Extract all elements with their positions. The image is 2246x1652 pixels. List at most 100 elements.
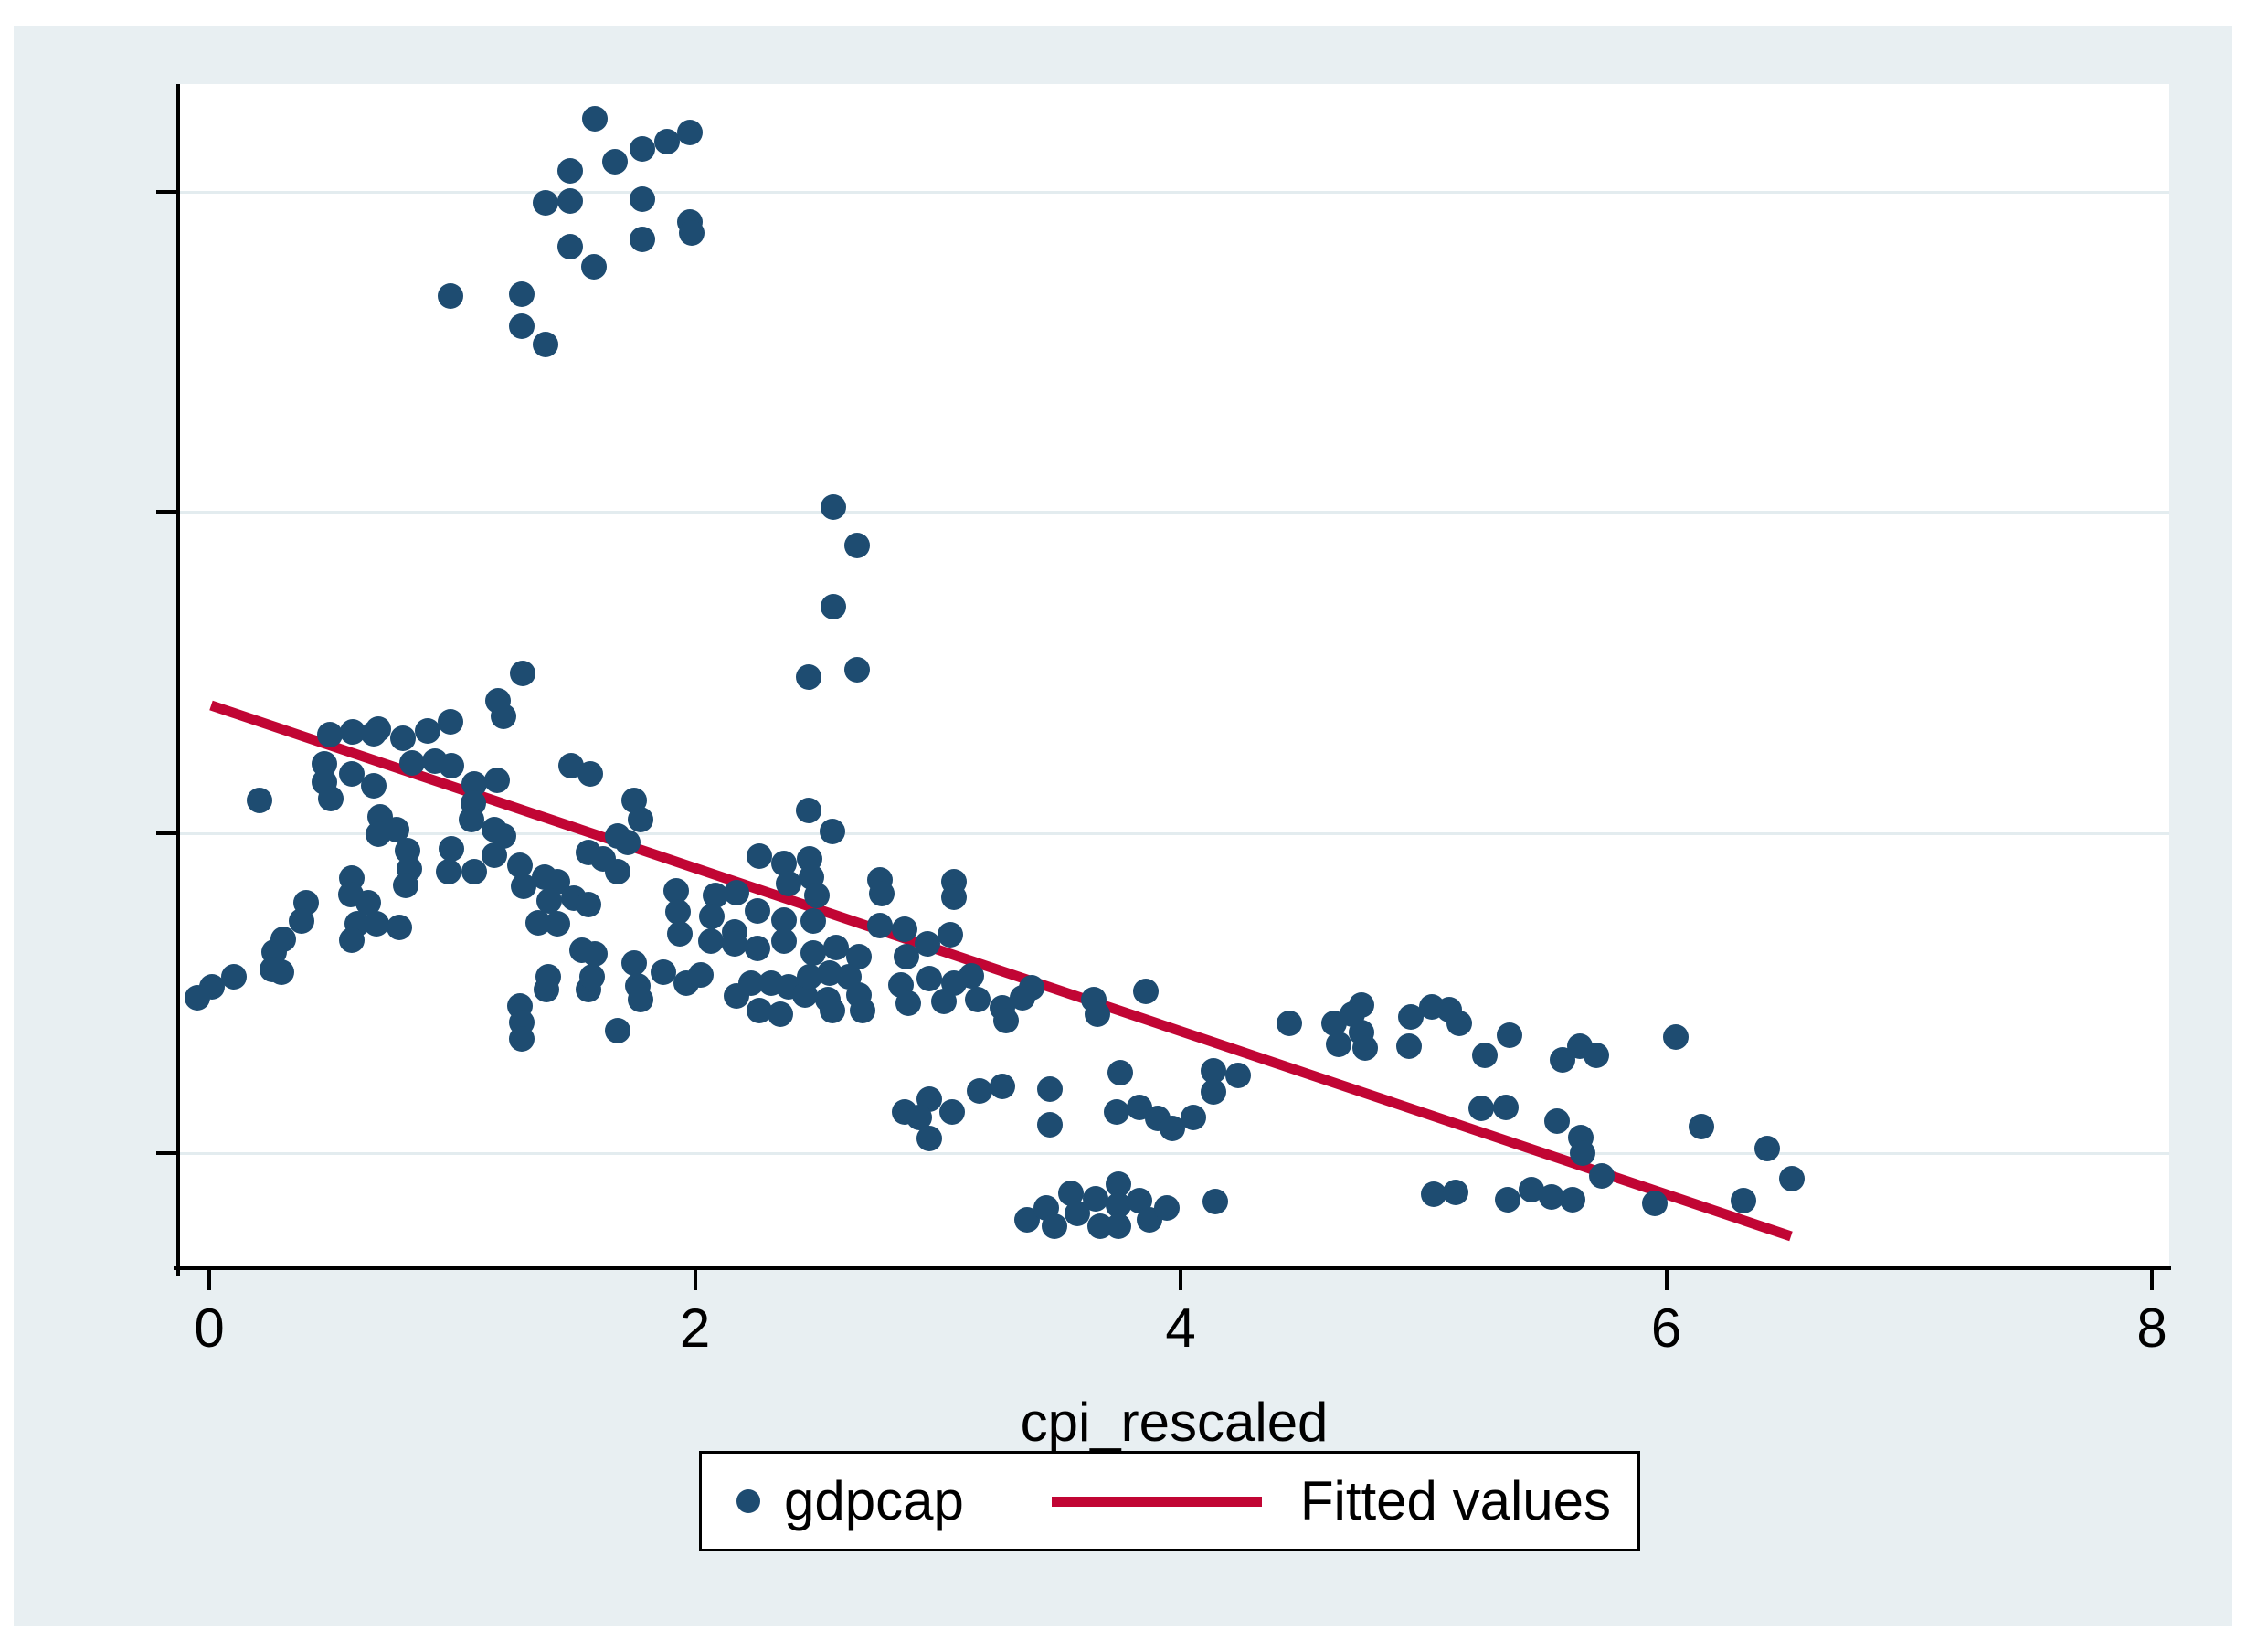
- gdpcap-data-point: [1042, 1213, 1067, 1239]
- gdpcap-data-point: [771, 907, 797, 933]
- gdpcap-data-point: [916, 1126, 942, 1151]
- gdpcap-data-point: [630, 136, 655, 162]
- x-axis-tick: [2150, 1270, 2154, 1290]
- gdpcap-data-point: [1589, 1163, 1615, 1189]
- gdpcap-data-point: [185, 985, 210, 1011]
- gdpcap-data-point: [511, 874, 536, 899]
- gdpcap-data-point: [1421, 1181, 1446, 1207]
- gdpcap-data-point: [915, 931, 940, 957]
- gdpcap-data-point: [1779, 1166, 1805, 1191]
- gdpcap-data-point: [621, 950, 647, 976]
- gdpcap-data-point: [1202, 1189, 1228, 1214]
- gdpcap-data-point: [576, 892, 601, 917]
- gdpcap-data-point: [768, 1001, 793, 1027]
- gdpcap-data-point: [846, 944, 872, 969]
- x-tick-label: 8: [2136, 1297, 2167, 1359]
- gdpcap-data-point: [1037, 1076, 1063, 1102]
- gdpcap-data-point: [771, 851, 797, 876]
- gdpcap-data-point: [1584, 1043, 1609, 1068]
- scatter-and-fitline-svg: [185, 106, 1805, 1242]
- gdpcap-data-point: [461, 771, 487, 797]
- horizontal-gridline: [180, 1152, 2169, 1155]
- gdpcap-data-point: [581, 254, 607, 280]
- gdpcap-data-point: [667, 921, 693, 947]
- gdpcap-data-point: [605, 859, 630, 884]
- gdpcap-data-point: [577, 761, 603, 787]
- gdpcap-data-point: [1539, 1184, 1564, 1210]
- gdpcap-data-point: [823, 935, 849, 960]
- gdpcap-data-point: [821, 494, 846, 520]
- legend: gdpcap Fitted values: [699, 1451, 1640, 1551]
- gdpcap-data-point: [939, 1099, 965, 1125]
- gdpcap-data-point: [509, 1026, 535, 1052]
- plot-area: [178, 84, 2169, 1268]
- y-axis-tick: [156, 831, 176, 835]
- gdpcap-data-point: [663, 878, 689, 904]
- gdpcap-data-point: [582, 941, 608, 967]
- gdpcap-data-point: [438, 283, 463, 309]
- gdpcap-data-point: [796, 798, 821, 823]
- gdpcap-data-point: [654, 129, 680, 154]
- gdpcap-data-point: [536, 888, 562, 914]
- x-tick-label: 0: [194, 1297, 225, 1359]
- gdpcap-data-point: [892, 916, 917, 942]
- horizontal-gridline: [180, 832, 2169, 835]
- gdpcap-data-point: [1349, 992, 1374, 1018]
- gdpcap-data-point: [1014, 1207, 1040, 1233]
- gdpcap-data-point: [221, 964, 247, 990]
- gdpcap-data-point: [745, 936, 770, 961]
- x-axis-line: [174, 1266, 2171, 1270]
- gdpcap-data-point: [509, 281, 535, 307]
- gdpcap-data-point: [965, 987, 991, 1012]
- gdpcap-data-point: [1544, 1108, 1570, 1134]
- gdpcap-data-point: [461, 859, 487, 884]
- gdpcap-data-point: [399, 750, 425, 776]
- x-axis-tick: [1179, 1270, 1182, 1290]
- y-axis-tick: [156, 1151, 176, 1155]
- horizontal-gridline: [180, 191, 2169, 194]
- gdpcap-data-point: [436, 859, 461, 884]
- gdpcap-data-point: [1570, 1140, 1595, 1166]
- gdpcap-data-point: [916, 966, 942, 991]
- gdpcap-data-point: [1352, 1035, 1378, 1061]
- gdpcap-data-point: [545, 911, 570, 937]
- gdpcap-data-point: [1087, 1213, 1113, 1239]
- gdpcap-data-point: [941, 884, 967, 910]
- gdpcap-data-point: [967, 1078, 992, 1104]
- gdpcap-data-point: [820, 998, 845, 1023]
- gdpcap-data-point: [1472, 1043, 1498, 1068]
- gdpcap-data-point: [491, 704, 516, 729]
- gdpcap-data-point: [415, 718, 440, 744]
- gdpcap-data-point: [679, 220, 705, 246]
- x-tick-label: 4: [1165, 1297, 1196, 1359]
- gdpcap-data-point: [355, 890, 381, 916]
- gdpcap-data-point: [1689, 1114, 1714, 1139]
- horizontal-gridline: [180, 511, 2169, 514]
- gdpcap-data-point: [558, 753, 584, 778]
- gdpcap-data-point: [894, 944, 919, 969]
- gdpcap-data-point: [1754, 1136, 1780, 1161]
- x-tick-label: 6: [1650, 1297, 1682, 1359]
- gdpcap-data-point: [630, 186, 655, 212]
- gdpcap-data-point: [722, 931, 747, 957]
- gdpcap-data-point: [628, 807, 653, 832]
- gdpcap-data-point: [1443, 1180, 1468, 1205]
- gdpcap-data-point: [605, 1018, 630, 1043]
- y-axis-line: [176, 84, 180, 1276]
- gdpcap-data-point: [1085, 1001, 1110, 1027]
- gdpcap-data-point: [393, 873, 418, 898]
- gdpcap-data-point: [289, 908, 314, 934]
- gdpcap-data-point: [800, 940, 826, 966]
- gdpcap-data-point: [318, 786, 344, 811]
- gdpcap-data-point: [615, 830, 641, 855]
- gdpcap-data-point: [1663, 1024, 1689, 1050]
- gdpcap-data-point: [1225, 1063, 1251, 1088]
- gdpcap-data-point: [688, 962, 714, 988]
- gdpcap-data-point: [800, 908, 826, 934]
- gdpcap-data-point: [1446, 1011, 1472, 1036]
- gdpcap-data-point: [1398, 1004, 1424, 1030]
- gdpcap-data-point: [439, 836, 464, 862]
- gdpcap-data-point: [269, 959, 294, 985]
- gdpcap-data-point: [1201, 1079, 1226, 1105]
- gdpcap-data-point: [703, 883, 728, 908]
